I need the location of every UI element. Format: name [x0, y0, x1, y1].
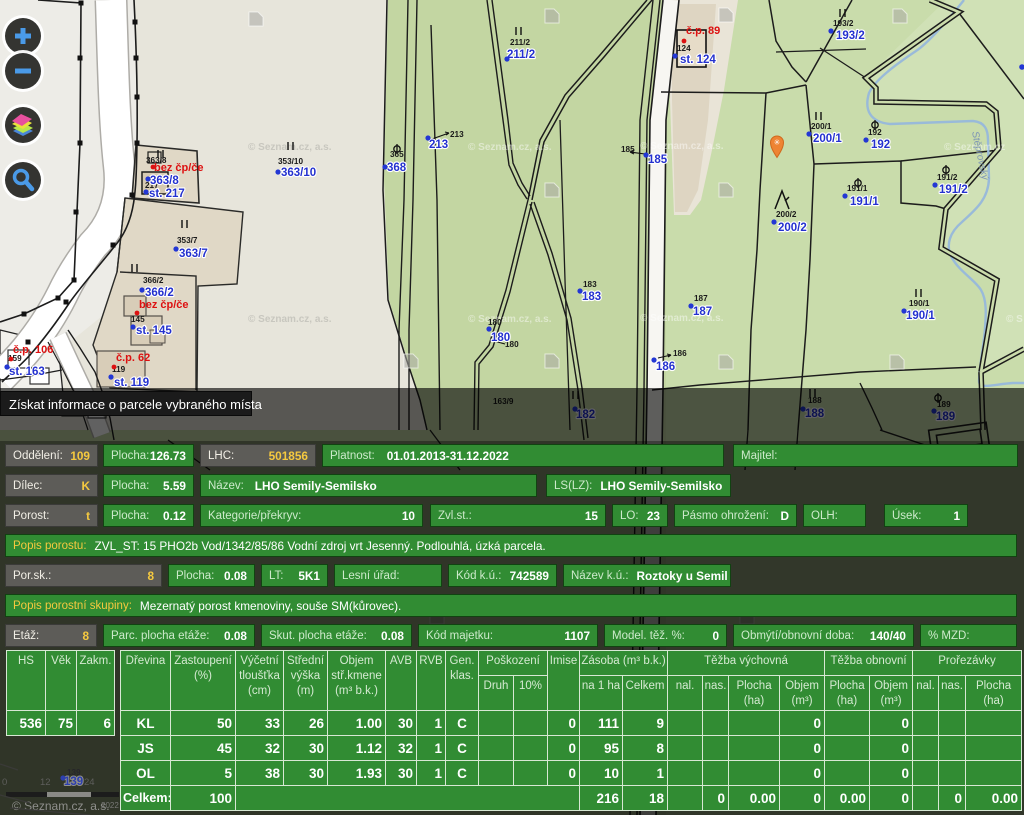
- svg-text:180: 180: [505, 340, 519, 349]
- svg-text:© Seznam.cz, a.s.: © Seznam.cz, a.s.: [248, 142, 332, 153]
- svg-text:bez čp/če: bez čp/če: [154, 162, 204, 174]
- svg-text:119: 119: [112, 365, 126, 374]
- svg-text:185: 185: [621, 145, 635, 154]
- svg-text:363/10: 363/10: [281, 167, 316, 179]
- svg-text:© Seznam.cz, a.s.: © Seznam.cz, a.s.: [248, 314, 332, 325]
- svg-text:200/2: 200/2: [778, 222, 807, 234]
- svg-text:st. 119: st. 119: [114, 377, 149, 389]
- svg-text:č.p. 106: č.p. 106: [13, 344, 53, 356]
- svg-text:2022: 2022: [101, 801, 119, 810]
- svg-text:© Seznam.cz, a.s.: © Seznam.cz, a.s.: [12, 799, 110, 813]
- svg-text:185: 185: [648, 154, 668, 166]
- svg-text:192: 192: [868, 128, 882, 137]
- svg-text:186: 186: [673, 349, 687, 358]
- svg-text:191/2: 191/2: [939, 184, 968, 196]
- svg-text:180: 180: [491, 332, 510, 344]
- svg-text:366/2: 366/2: [145, 287, 174, 299]
- svg-text:180: 180: [488, 318, 502, 327]
- svg-text:© Seznam.cz, a.s.: © Seznam.cz, a.s.: [468, 142, 552, 153]
- svg-text:190/1: 190/1: [909, 299, 930, 308]
- svg-text:191/1: 191/1: [847, 184, 868, 193]
- svg-text:190/1: 190/1: [906, 310, 935, 322]
- svg-text:191/2: 191/2: [937, 173, 958, 182]
- svg-text:353/7: 353/7: [177, 236, 198, 245]
- svg-text:st. 163: st. 163: [9, 366, 45, 378]
- svg-text:© Seznam.cz: © Seznam.cz: [944, 142, 1005, 153]
- svg-text:211/2: 211/2: [510, 38, 530, 47]
- svg-text:363/8: 363/8: [146, 156, 167, 165]
- svg-text:183: 183: [583, 280, 597, 289]
- svg-text:186: 186: [656, 361, 675, 373]
- svg-text:366/2: 366/2: [143, 276, 164, 285]
- svg-text:bez čp/če: bez čp/če: [139, 299, 189, 311]
- svg-text:192: 192: [871, 139, 890, 151]
- svg-text:č.p. 62: č.p. 62: [116, 352, 150, 364]
- svg-text:200/2: 200/2: [776, 210, 797, 219]
- svg-text:191/1: 191/1: [850, 196, 879, 208]
- svg-text:145: 145: [131, 315, 145, 324]
- svg-text:187: 187: [693, 306, 712, 318]
- svg-text:12: 12: [40, 777, 51, 788]
- svg-text:368: 368: [387, 162, 407, 174]
- svg-text:211/2: 211/2: [507, 49, 535, 61]
- svg-text:0: 0: [2, 777, 7, 788]
- svg-text:200/1: 200/1: [813, 133, 842, 145]
- svg-text:159: 159: [8, 354, 22, 363]
- svg-text:139: 139: [64, 776, 83, 788]
- svg-text:č.p. 89: č.p. 89: [686, 25, 720, 37]
- svg-text:© S: © S: [1006, 314, 1023, 325]
- svg-text:363/8: 363/8: [150, 175, 179, 187]
- svg-text:213: 213: [429, 139, 448, 151]
- svg-text:193/2: 193/2: [833, 19, 854, 28]
- svg-text:365: 365: [390, 150, 404, 159]
- svg-text:139: 139: [67, 768, 81, 777]
- svg-text:st. 145: st. 145: [136, 325, 172, 337]
- svg-text:213: 213: [450, 130, 464, 139]
- svg-text:187: 187: [694, 294, 708, 303]
- svg-text:✳: ✳: [774, 138, 781, 147]
- svg-text:363/7: 363/7: [179, 248, 208, 260]
- svg-text:© Seznam.cz, a.s.: © Seznam.cz, a.s.: [640, 313, 724, 324]
- svg-text:24: 24: [84, 777, 95, 788]
- svg-text:© Seznam.cz, a.s.: © Seznam.cz, a.s.: [468, 314, 552, 325]
- svg-text:124: 124: [677, 44, 691, 53]
- svg-text:200/1: 200/1: [811, 122, 832, 131]
- svg-text:183: 183: [582, 291, 601, 303]
- svg-text:© Seznam.cz, a.s.: © Seznam.cz, a.s.: [640, 141, 724, 152]
- svg-text:st. 124: st. 124: [680, 54, 716, 66]
- svg-text:217: 217: [145, 181, 159, 190]
- svg-text:353/10: 353/10: [278, 157, 303, 166]
- svg-text:st. 217: st. 217: [149, 188, 185, 200]
- svg-text:193/2: 193/2: [836, 30, 865, 42]
